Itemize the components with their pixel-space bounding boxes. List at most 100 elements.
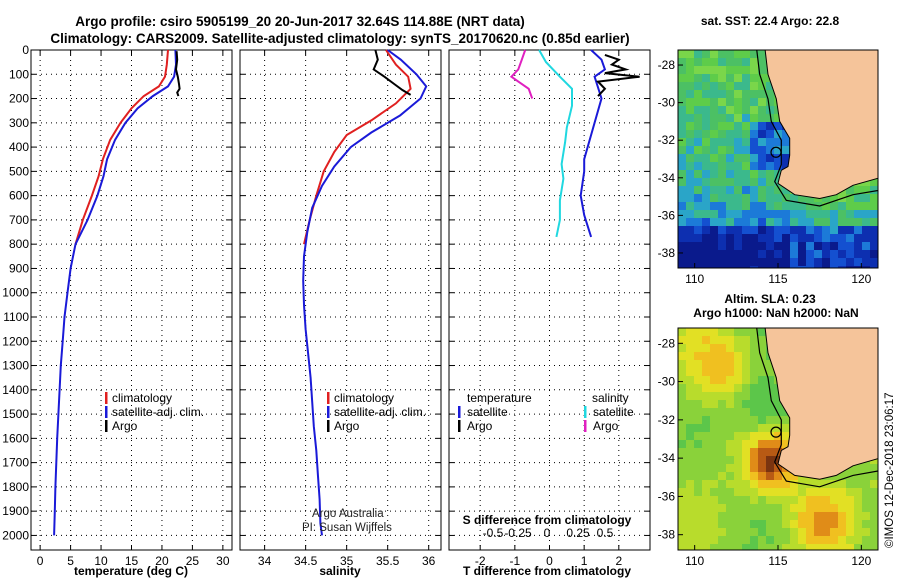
map-cell — [734, 408, 743, 417]
map-cell — [782, 154, 791, 163]
map-cell — [726, 480, 735, 489]
map-cell — [726, 202, 735, 211]
map-cell — [838, 234, 847, 243]
map-cell — [734, 432, 743, 441]
map-cell — [710, 154, 719, 163]
map-cell — [766, 424, 775, 433]
legend-swatch-s-argo — [584, 420, 587, 432]
map-cell — [806, 488, 815, 497]
map-cell — [750, 432, 759, 441]
legend-swatch-s-satellite — [584, 406, 587, 418]
map-cell — [742, 66, 751, 75]
map-cell — [758, 352, 767, 361]
map-cell — [694, 266, 703, 268]
map-cell — [742, 528, 751, 537]
depth-tick-label: 0 — [22, 43, 29, 57]
map-cell — [854, 210, 863, 219]
map-cell — [806, 480, 815, 489]
map-cell — [790, 520, 799, 529]
map-cell — [750, 66, 759, 75]
map-cell — [870, 258, 878, 267]
map-cell — [766, 194, 775, 203]
depth-tick-label: 600 — [9, 189, 29, 203]
map-cell — [742, 328, 751, 337]
map-cell — [774, 162, 783, 171]
map-cell — [790, 202, 799, 211]
map-cell — [758, 336, 767, 345]
map-cell — [742, 352, 751, 361]
map-cell — [718, 464, 727, 473]
map-cell — [734, 210, 743, 219]
sla-map-title-1: Altim. SLA: 0.23 — [724, 292, 816, 306]
map-cell — [686, 242, 695, 251]
map-cell — [774, 194, 783, 203]
x-tick-label: 25 — [186, 554, 200, 568]
map-cell — [782, 194, 791, 203]
map-cell — [678, 544, 687, 550]
map-cell — [766, 432, 775, 441]
map-cell — [798, 536, 807, 545]
map-cell — [742, 440, 751, 449]
series-satellite-adj-clim- — [53, 49, 178, 536]
map-cell — [814, 250, 823, 259]
map-cell — [798, 218, 807, 227]
map-cell — [734, 424, 743, 433]
map-cell — [870, 194, 878, 203]
map-cell — [750, 98, 759, 107]
map-cell — [718, 138, 727, 147]
map-cell — [718, 162, 727, 171]
map-cell — [686, 202, 695, 211]
map-cell — [686, 376, 695, 385]
map-cell — [726, 58, 735, 67]
map-cell — [758, 384, 767, 393]
map-cell — [694, 258, 703, 267]
map-cell — [870, 242, 878, 251]
map-cell — [678, 520, 687, 529]
map-cell — [750, 130, 759, 139]
map-cell — [726, 130, 735, 139]
map-cell — [702, 440, 711, 449]
map-cell — [678, 234, 687, 243]
map-cell — [718, 98, 727, 107]
map-cell — [774, 234, 783, 243]
credit-argo-australia: Argo Australia — [312, 508, 384, 520]
map-cell — [726, 472, 735, 481]
map-cell — [862, 242, 871, 251]
salinity-xlabel: salinity — [319, 564, 361, 578]
map-cell — [734, 440, 743, 449]
map-cell — [758, 146, 767, 155]
map-cell — [702, 496, 711, 505]
map-cell — [702, 392, 711, 401]
map-cell — [822, 504, 831, 513]
map-cell — [750, 122, 759, 131]
map-cell — [718, 242, 727, 251]
map-cell — [798, 488, 807, 497]
map-cell — [854, 266, 863, 268]
map-cell — [710, 202, 719, 211]
map-cell — [702, 154, 711, 163]
map-cell — [742, 384, 751, 393]
legend-climatology: climatology — [334, 391, 394, 405]
map-cell — [846, 194, 855, 203]
map-cell — [758, 496, 767, 505]
map-cell — [870, 488, 878, 497]
salinity-difference-tick: -0.5 — [483, 526, 504, 540]
map-cell — [774, 488, 783, 497]
map-y-tick-label: -30 — [658, 96, 676, 110]
map-cell — [726, 106, 735, 115]
map-cell — [806, 234, 815, 243]
map-cell — [782, 138, 791, 147]
map-cell — [782, 258, 791, 267]
map-cell — [790, 472, 799, 481]
map-y-tick-label: -34 — [658, 171, 676, 185]
map-cell — [678, 328, 687, 337]
map-cell — [718, 360, 727, 369]
map-cell — [678, 360, 687, 369]
map-cell — [686, 58, 695, 67]
map-x-tick-label: 115 — [768, 554, 787, 568]
map-cell — [710, 488, 719, 497]
map-cell — [790, 218, 799, 227]
map-cell — [702, 512, 711, 521]
map-cell — [774, 496, 783, 505]
map-cell — [678, 186, 687, 195]
